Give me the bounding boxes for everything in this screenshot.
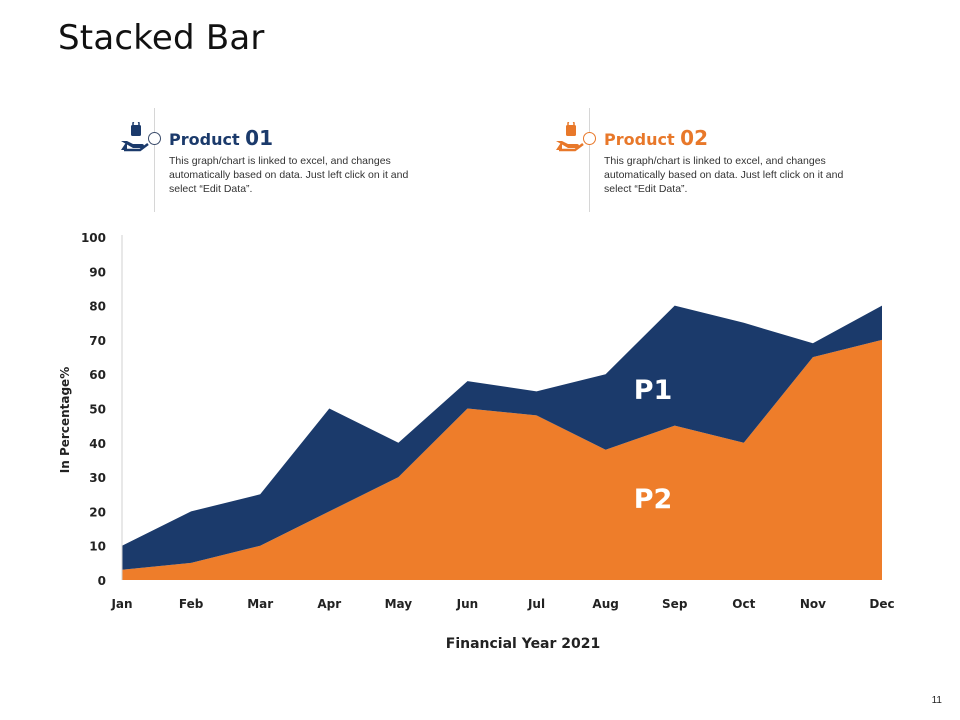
bullet-circle [148, 132, 161, 145]
y-tick-label: 100 [81, 231, 106, 245]
x-tick-label: Jun [456, 597, 479, 611]
product-02-label: Product [604, 130, 675, 149]
series-label-p1: P1 [634, 375, 673, 406]
x-tick-label: Apr [317, 597, 341, 611]
page-number: 11 [931, 695, 942, 706]
product-02-card: Product 02 This graph/chart is linked to… [555, 108, 843, 212]
series-label-p2: P2 [634, 484, 673, 515]
y-tick-label: 20 [89, 505, 106, 519]
series-area-p1 [122, 305, 882, 570]
y-tick-label: 30 [89, 471, 106, 485]
bullet-circle [583, 132, 596, 145]
x-tick-label: Dec [869, 597, 894, 611]
divider-line [154, 108, 155, 212]
y-tick-label: 50 [89, 403, 106, 417]
x-tick-label: Oct [732, 597, 755, 611]
y-tick-label: 70 [89, 334, 106, 348]
product-01-number: 01 [245, 126, 274, 150]
product-02-title: Product 02 [604, 126, 708, 150]
y-tick-label: 80 [89, 300, 106, 314]
y-tick-label: 60 [89, 368, 106, 382]
product-01-title: Product 01 [169, 126, 273, 150]
x-tick-label: May [385, 597, 413, 611]
divider-line [589, 108, 590, 212]
x-tick-label: Aug [592, 597, 618, 611]
product-01-card: Product 01 This graph/chart is linked to… [120, 108, 408, 212]
product-01-label: Product [169, 130, 240, 149]
x-tick-label: Jan [110, 597, 132, 611]
y-axis-title: In Percentage% [58, 367, 72, 473]
y-tick-label: 10 [89, 540, 106, 554]
x-tick-label: Jul [527, 597, 545, 611]
hand-holding-bag-icon [121, 122, 149, 152]
y-tick-label: 0 [98, 574, 106, 588]
y-tick-label: 90 [89, 265, 106, 279]
product-02-description: This graph/chart is linked to excel, and… [604, 155, 844, 195]
y-tick-label: 40 [89, 437, 106, 451]
x-tick-label: Feb [179, 597, 204, 611]
product-02-number: 02 [680, 126, 709, 150]
hand-holding-bag-icon [556, 122, 584, 152]
x-axis-title: Financial Year 2021 [446, 636, 601, 652]
slide-title: Stacked Bar [58, 18, 265, 58]
x-tick-label: Nov [800, 597, 826, 611]
series-area-p2 [122, 339, 882, 580]
product-01-description: This graph/chart is linked to excel, and… [169, 155, 409, 195]
x-tick-label: Sep [662, 597, 688, 611]
x-tick-label: Mar [247, 597, 273, 611]
